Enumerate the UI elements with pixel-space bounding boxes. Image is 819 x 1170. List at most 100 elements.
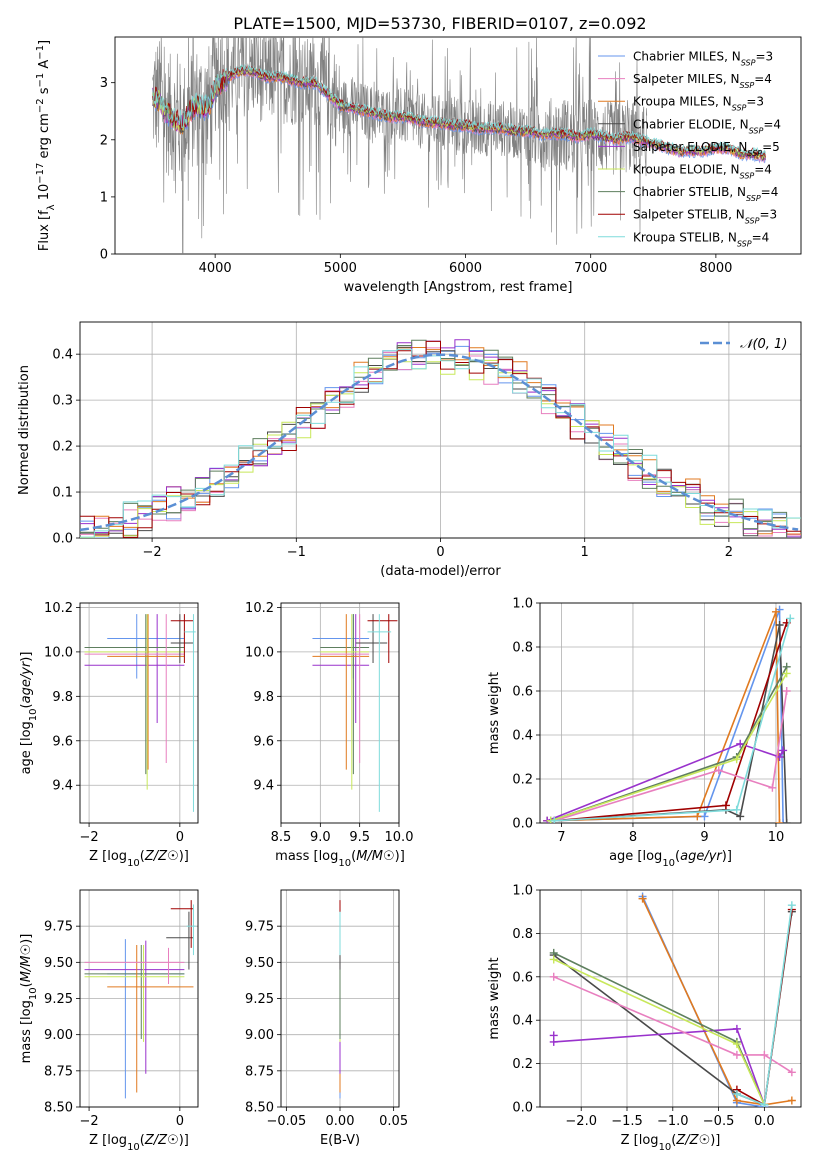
weight-marker bbox=[714, 766, 723, 775]
x-tick-label: 7000 bbox=[574, 261, 607, 276]
axes-frame bbox=[114, 36, 802, 255]
y-axis-label: age [log10(age/yr)] bbox=[19, 652, 39, 775]
x-axis-label: wavelength [Angstrom, rest frame] bbox=[344, 280, 573, 295]
plot-area bbox=[80, 339, 801, 538]
x-tick-label: 0.00 bbox=[326, 1114, 355, 1129]
legend-entry: Chabrier MILES, NSSP=3 bbox=[633, 50, 773, 68]
x-axis-label: E(B-V) bbox=[320, 1133, 360, 1148]
y-axis-label: mass [log10(M/M☉)] bbox=[19, 934, 39, 1064]
plot-area bbox=[549, 892, 796, 1107]
y-tick-label: 10.0 bbox=[44, 645, 73, 660]
x-tick-label: −1.5 bbox=[611, 1114, 643, 1129]
y-tick-label: 0.4 bbox=[52, 348, 73, 363]
x-tick-label: 0.0 bbox=[754, 1114, 775, 1129]
y-tick-label: 0.8 bbox=[512, 927, 533, 942]
weight-marker bbox=[736, 739, 745, 748]
weight-marker bbox=[782, 819, 791, 823]
weight-line bbox=[641, 896, 765, 1107]
axes-frame bbox=[280, 602, 400, 824]
weight-line bbox=[547, 609, 784, 823]
y-tick-label: 9.4 bbox=[253, 779, 274, 794]
x-tick-label: 10 bbox=[768, 830, 785, 845]
legend-entry: Salpeter MILES, NSSP=4 bbox=[633, 72, 772, 90]
y-tick-label: 9.25 bbox=[44, 992, 73, 1007]
y-tick-label: 10.2 bbox=[245, 601, 274, 616]
y-tick-label: 8.75 bbox=[44, 1064, 73, 1079]
x-tick-label: 0 bbox=[176, 1114, 184, 1129]
x-tick-label: 7 bbox=[557, 830, 565, 845]
y-tick-label: 0.3 bbox=[52, 394, 73, 409]
age-vs-metallicity-panel: −2 0 9.4 9.6 9.8 10.0 10.2 Z [log10(Z/Z☉)] age [… bbox=[19, 601, 199, 869]
y-tick-label: 0.2 bbox=[512, 1057, 533, 1072]
weight-marker bbox=[775, 621, 784, 629]
x-tick-label: 0 bbox=[436, 545, 444, 560]
x-tick-label: −1 bbox=[287, 545, 306, 560]
weight-line bbox=[554, 624, 788, 823]
observed-spectrum bbox=[152, 37, 648, 254]
y-tick-label: 9.6 bbox=[52, 734, 73, 749]
x-tick-label: 4000 bbox=[199, 261, 232, 276]
legend-entry: Salpeter ELODIE, NSSP=5 bbox=[633, 140, 780, 158]
plot-area bbox=[312, 614, 398, 812]
y-tick-label: 3 bbox=[100, 76, 108, 91]
weight-marker bbox=[775, 819, 784, 823]
x-tick-label: −0.05 bbox=[266, 1114, 306, 1129]
weight-marker bbox=[693, 812, 702, 821]
y-tick-label: 8.50 bbox=[245, 1101, 274, 1116]
y-tick-label: 0.6 bbox=[512, 685, 533, 700]
weight-marker bbox=[550, 816, 559, 823]
y-tick-label: 8.75 bbox=[245, 1064, 274, 1079]
weight-marker bbox=[732, 755, 741, 764]
x-tick-label: 2 bbox=[725, 545, 733, 560]
weight-marker bbox=[732, 805, 741, 814]
weight-marker bbox=[782, 669, 791, 678]
x-axis-label: Z [log10(Z/Z☉)] bbox=[89, 1133, 189, 1153]
weight-line bbox=[550, 666, 788, 822]
y-tick-label: 9.50 bbox=[245, 956, 274, 971]
y-tick-label: 1.0 bbox=[512, 884, 533, 899]
y-axis-label: Normed distribution bbox=[17, 365, 32, 495]
x-tick-label: 0.05 bbox=[379, 1114, 408, 1129]
x-tick-label: 10.0 bbox=[385, 830, 414, 845]
y-tick-label: 2 bbox=[100, 133, 108, 148]
y-tick-label: 9.25 bbox=[245, 992, 274, 1007]
x-tick-label: 8000 bbox=[699, 261, 732, 276]
weight-marker bbox=[787, 1068, 796, 1077]
weight-marker bbox=[779, 746, 788, 755]
y-tick-label: 9.75 bbox=[44, 920, 73, 935]
x-tick-label: 9.0 bbox=[310, 830, 331, 845]
y-tick-label: 0.2 bbox=[512, 773, 533, 788]
weight-marker bbox=[736, 812, 745, 821]
weight-vs-age-panel: 7 8 9 10 0.0 0.2 0.4 0.6 0.8 1.0 age [log10(age/yr… bbox=[487, 597, 802, 869]
weight-marker bbox=[732, 1089, 741, 1098]
weight-marker bbox=[787, 1096, 796, 1105]
y-tick-label: 0 bbox=[100, 248, 108, 263]
y-tick-label: 0.8 bbox=[512, 641, 533, 656]
spectrum-panel: 4000 5000 6000 7000 8000 0 1 2 3 wavelength [Angs… bbox=[35, 36, 802, 295]
y-axis-label: mass weight bbox=[487, 672, 502, 754]
y-tick-label: 9.50 bbox=[44, 956, 73, 971]
axes-frame bbox=[280, 889, 400, 1108]
x-tick-label: −1.0 bbox=[657, 1114, 689, 1129]
legend-entry: Kroupa STELIB, NSSP=4 bbox=[633, 230, 769, 248]
y-tick-label: 0.4 bbox=[512, 1014, 533, 1029]
weight-marker bbox=[768, 783, 777, 792]
mass-vs-ebv-panel: −0.05 0.00 0.05 8.50 8.75 9.00 9.25 9.50 9.75 E(B… bbox=[245, 889, 408, 1148]
axes-frame bbox=[79, 321, 802, 539]
weight-line bbox=[553, 976, 793, 1073]
x-tick-label: 9.5 bbox=[349, 830, 370, 845]
model-spectrum-kroupa-stelib bbox=[152, 64, 766, 155]
model-spectrum-salpeter-stelib bbox=[152, 65, 766, 158]
weight-line bbox=[546, 742, 784, 822]
weight-line bbox=[554, 622, 788, 822]
weight-line bbox=[547, 611, 781, 823]
x-tick-label: 5000 bbox=[324, 261, 357, 276]
weight-marker bbox=[732, 1040, 741, 1049]
y-tick-label: 0.4 bbox=[512, 729, 533, 744]
x-axis-label: Z [log10(Z/Z☉)] bbox=[89, 849, 189, 869]
y-tick-label: 1.0 bbox=[512, 597, 533, 612]
normal-curve bbox=[80, 353, 799, 532]
weight-vs-metallicity-panel: −2.0 −1.5 −1.0 −0.5 0.0 0.0 0.2 0.4 0.6 0.8 1.0 Z [… bbox=[487, 884, 802, 1153]
plot-area bbox=[84, 614, 196, 812]
